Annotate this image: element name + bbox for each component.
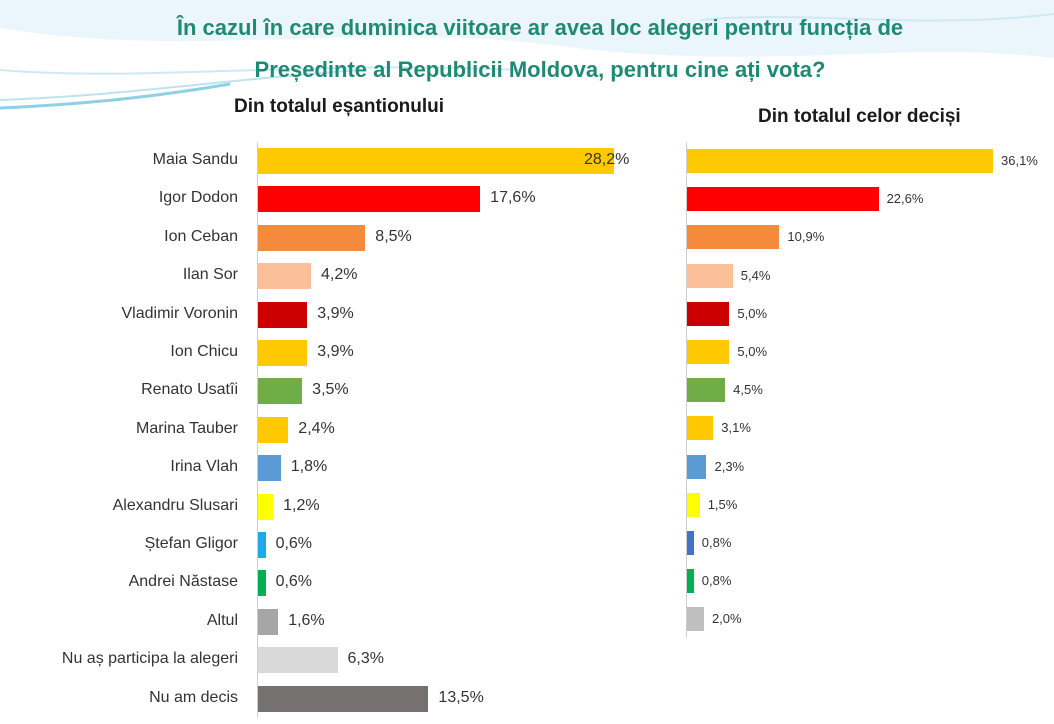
bar: [687, 378, 726, 403]
value-label: 17,6%: [490, 189, 536, 207]
right-panel-title: Din totalul celor deciși: [758, 106, 961, 127]
bar: [687, 340, 730, 364]
category-label: Altul: [206, 611, 238, 629]
value-label: 3,1%: [721, 420, 751, 436]
value-label: 28,2%: [584, 151, 630, 168]
bar: [687, 416, 714, 441]
bar: [687, 263, 733, 288]
bar: [687, 569, 694, 594]
category-label: Ilan Sor: [182, 266, 238, 284]
value-label: 10,9%: [787, 229, 825, 245]
category-label: Maia Sandu: [152, 151, 238, 168]
value-label: 13,5%: [438, 688, 484, 706]
bar: [258, 416, 289, 443]
left-panel-axis: [257, 141, 258, 718]
bar: [258, 532, 266, 558]
value-label: 36,1%: [1001, 153, 1038, 168]
value-label: 3,9%: [317, 304, 354, 322]
chart-title-line-2: Președinte al Republicii Moldova, pentru…: [254, 57, 826, 82]
bar: [687, 607, 704, 632]
bar: [258, 570, 266, 597]
bar: [687, 301, 730, 326]
value-label: 0,8%: [701, 535, 732, 550]
value-label: 4,2%: [321, 266, 358, 284]
bar: [258, 455, 281, 482]
bar: [687, 454, 707, 479]
bar: [258, 685, 429, 712]
category-label: Renato Usatîi: [141, 381, 238, 399]
category-label: Ion Chicu: [170, 343, 238, 360]
bar: [258, 340, 308, 366]
value-label: 4,5%: [733, 382, 763, 398]
category-label: Ștefan Gligor: [144, 535, 238, 552]
category-label: Andrei Năstase: [128, 573, 238, 591]
chart-title-line-1: În cazul în care duminica viitoare ar av…: [176, 15, 904, 40]
category-label: Nu aș participa la alegeri: [61, 650, 238, 668]
bar: [687, 225, 780, 250]
bar: [687, 149, 993, 173]
bar: [258, 148, 614, 174]
bar: [258, 301, 308, 328]
value-label: 0,6%: [275, 535, 313, 552]
left-panel-title: Din totalul eșantionului: [234, 96, 445, 117]
category-label: Nu am decis: [149, 688, 238, 706]
value-label: 1,5%: [707, 496, 738, 512]
value-label: 2,4%: [298, 419, 335, 437]
bar: [687, 187, 879, 212]
value-label: 8,5%: [375, 227, 412, 245]
value-label: 0,8%: [701, 573, 732, 589]
value-label: 5,4%: [740, 267, 771, 283]
bar: [258, 224, 366, 251]
bar: [258, 378, 303, 405]
value-label: 6,3%: [347, 650, 384, 668]
value-label: 5,0%: [737, 305, 768, 321]
right-panel-axis: [686, 141, 687, 639]
bar: [258, 493, 274, 520]
value-label: 3,5%: [312, 381, 349, 399]
category-label: Ion Ceban: [164, 227, 238, 245]
category-label: Alexandru Slusari: [112, 496, 238, 514]
category-label: Vladimir Voronin: [121, 304, 239, 322]
value-label: 1,2%: [283, 496, 320, 514]
value-label: 2,0%: [711, 611, 742, 627]
bar: [258, 263, 312, 290]
category-label: Marina Tauber: [136, 419, 238, 437]
category-label: Irina Vlah: [170, 458, 238, 476]
value-label: 1,8%: [290, 458, 328, 476]
category-label: Igor Dodon: [158, 189, 238, 207]
value-label: 0,6%: [275, 573, 313, 591]
bar: [258, 608, 279, 635]
bar: [687, 531, 694, 555]
bar: [258, 186, 481, 213]
value-label: 3,9%: [317, 343, 354, 360]
value-label: 22,6%: [886, 191, 924, 207]
value-label: 5,0%: [737, 344, 768, 359]
value-label: 1,6%: [288, 611, 325, 629]
bar: [258, 647, 338, 674]
value-label: 2,3%: [714, 458, 745, 474]
bar: [687, 492, 700, 517]
